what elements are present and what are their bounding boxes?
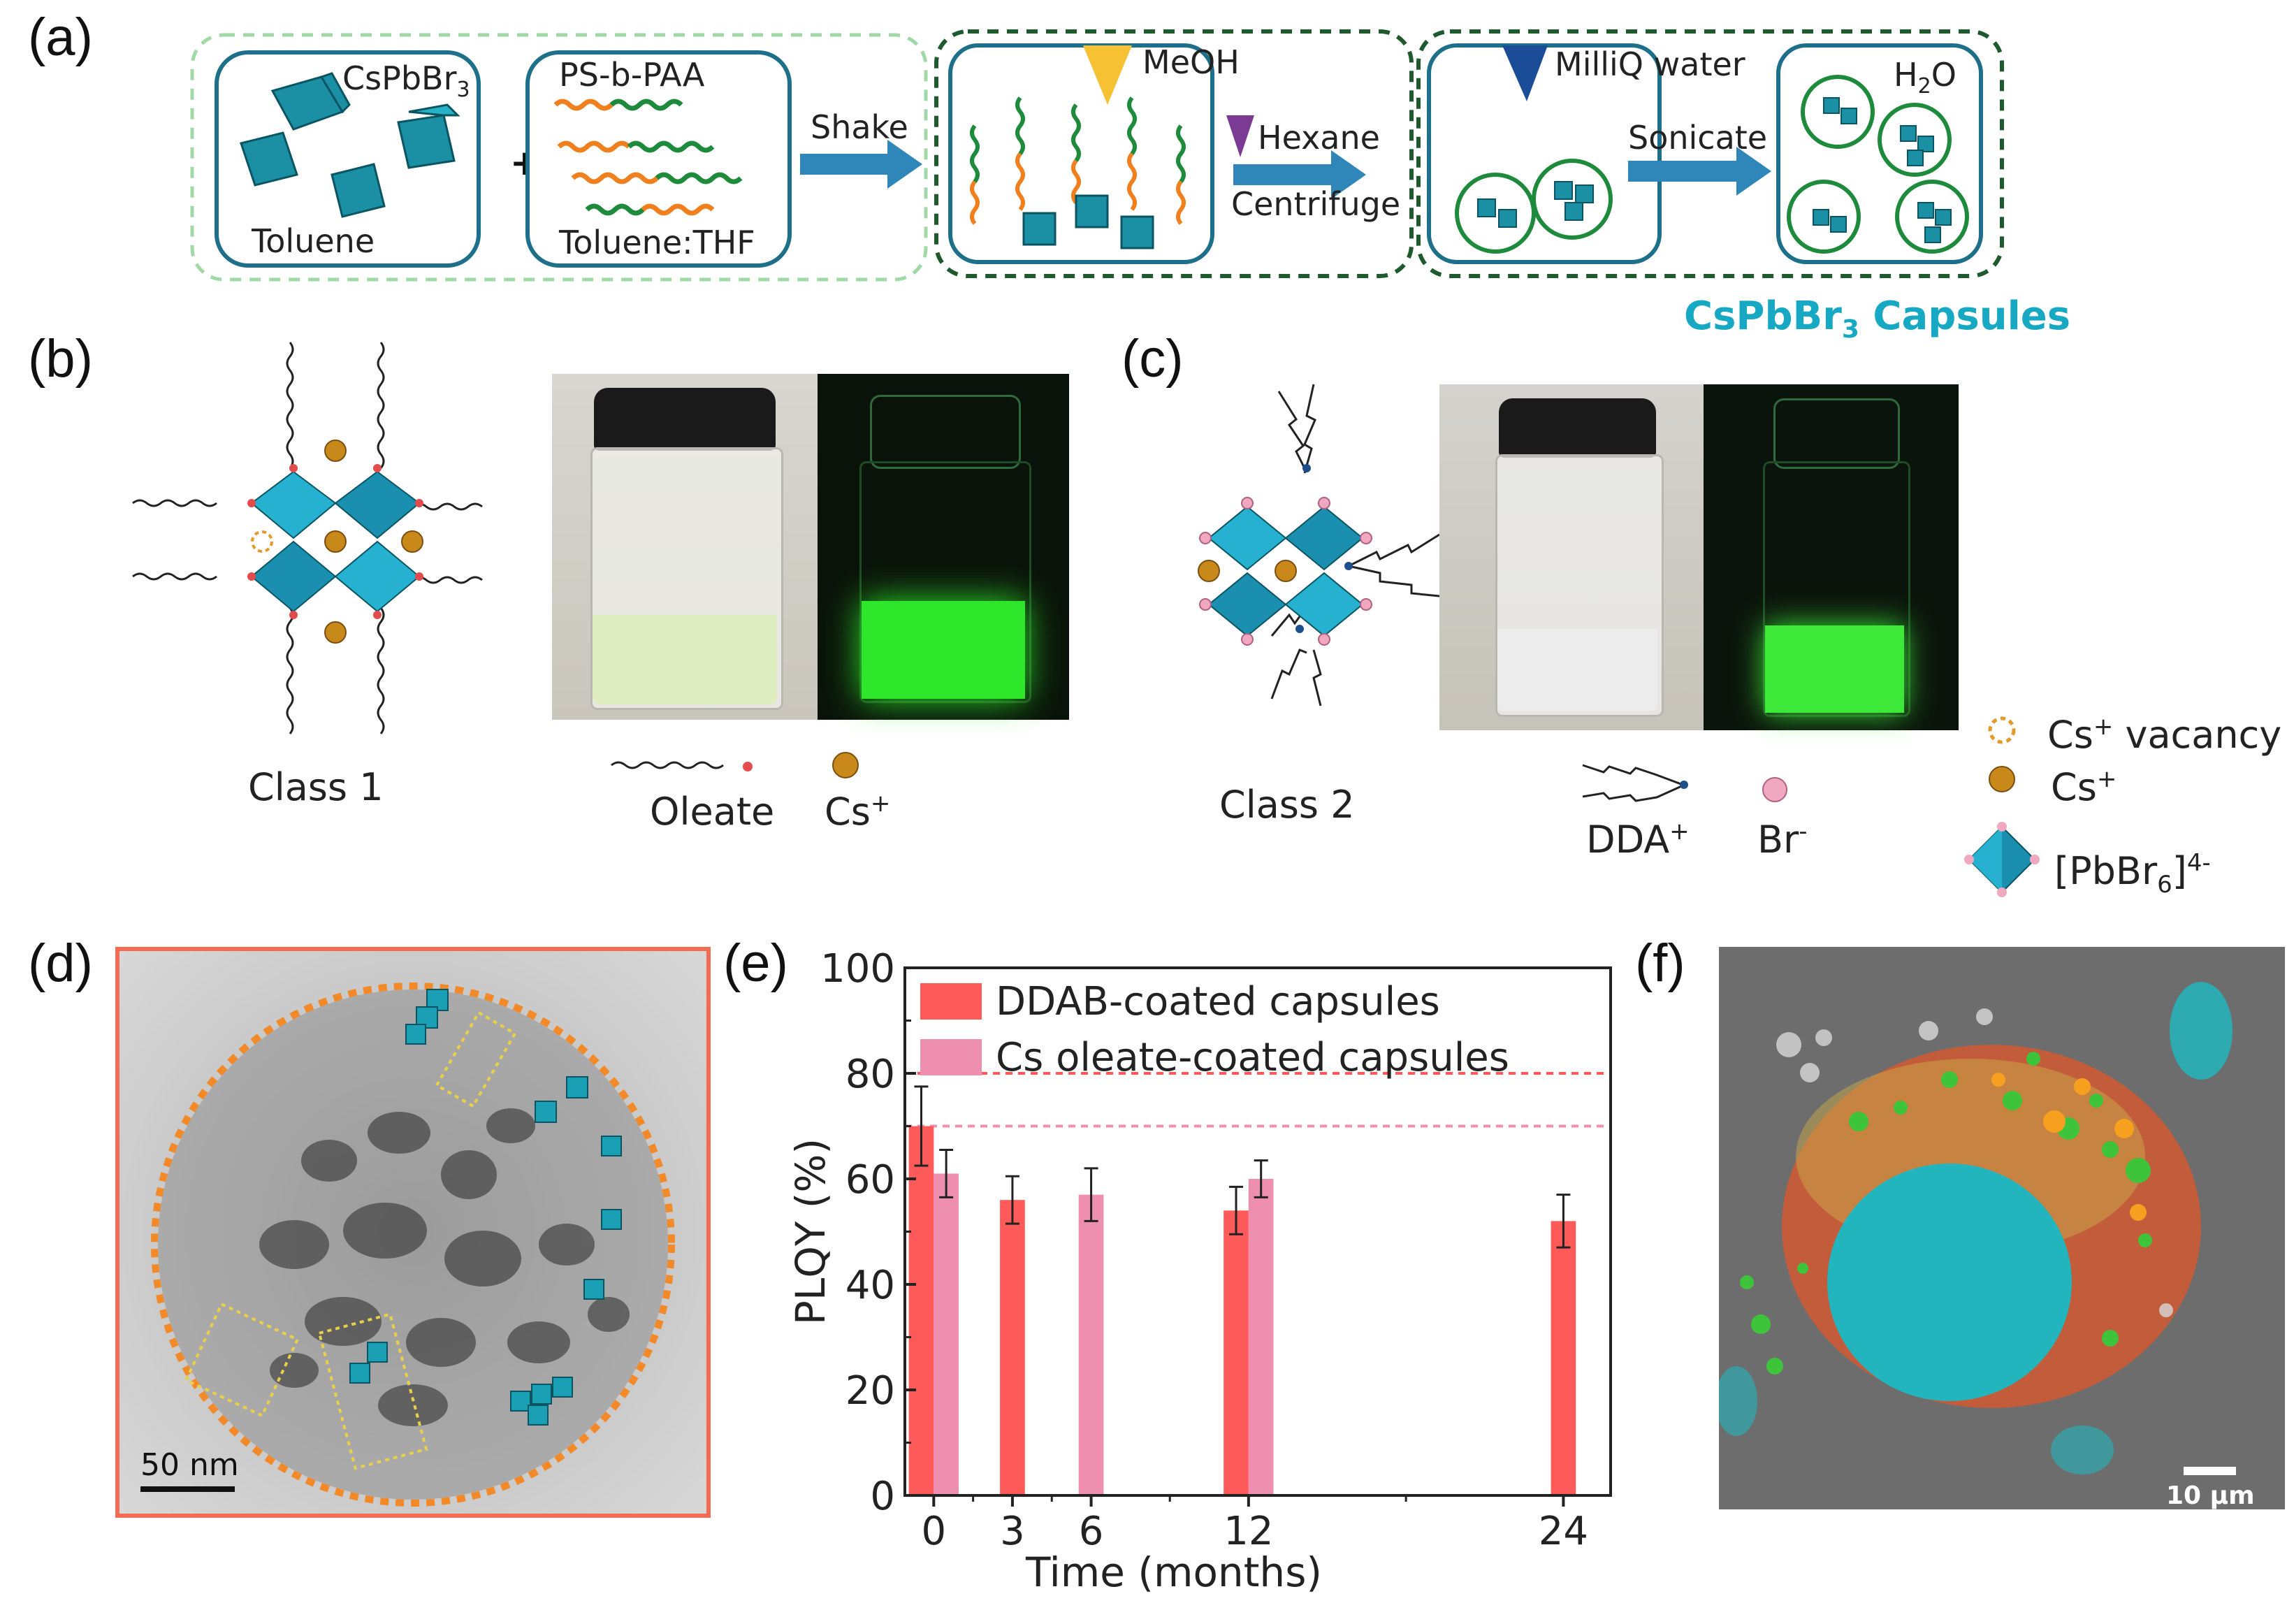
cspbbr3-label: CsPbBr3 [342, 59, 470, 103]
class2-vial-photo-uv [1704, 384, 1959, 730]
dda-legend-icon [1582, 764, 1688, 802]
stage-1-dashed-box [190, 33, 928, 282]
polymer-vial [525, 50, 792, 268]
panel-label-b: (b) [28, 329, 93, 389]
micro-scalebar-label: 10 μm [2166, 1481, 2255, 1509]
x-tick-label: 24 [1539, 1509, 1588, 1554]
centrifuge-arrow [1233, 150, 1366, 199]
vacancy-legend-icon [1988, 716, 2016, 744]
shake-label: Shake [811, 108, 908, 146]
ps-b-paa-label: PS-b-PAA [559, 56, 705, 94]
x-tick-label: 3 [1000, 1509, 1025, 1554]
pbbr6-octahedron-icon [1964, 822, 2040, 897]
legend-swatch [920, 1039, 982, 1075]
panel-label-a: (a) [28, 8, 93, 67]
dda-label: DDA+ [1586, 818, 1690, 862]
class1-vial-photo-uv [818, 374, 1069, 720]
x-tick-label: 6 [1079, 1509, 1104, 1554]
class2-vial-photo-daylight [1439, 384, 1704, 730]
hexane-label: Hexane [1258, 119, 1380, 157]
microscopy-image: 10 μm [1719, 947, 2285, 1509]
nanocube [397, 114, 456, 169]
stage-2-dashed-box [934, 29, 1414, 278]
toluene-label: Toluene [252, 222, 375, 260]
bar [1078, 1194, 1104, 1495]
class2-structure [1198, 384, 1447, 706]
meoh-drop-icon [1083, 45, 1132, 105]
vial-cap [1499, 398, 1656, 458]
class2-label: Class 2 [1219, 783, 1355, 827]
panel-label-f: (f) [1635, 934, 1685, 993]
vacancy-label: Cs+ vacancy [2047, 713, 2282, 757]
panel-label-c: (c) [1121, 329, 1184, 389]
legend-label: DDAB-coated capsules [996, 979, 1440, 1024]
meoh-vial [948, 43, 1214, 264]
vial-cap [594, 388, 776, 451]
bar [1248, 1179, 1274, 1495]
bar [1000, 1200, 1025, 1495]
oleate-label: Oleate [650, 790, 775, 834]
hexane-drop-icon [1226, 115, 1254, 157]
y-tick-label: 40 [845, 1263, 895, 1308]
y-tick-label: 20 [845, 1368, 895, 1414]
oleate-legend-icon [611, 761, 753, 771]
y-tick-label: 80 [845, 1052, 895, 1097]
class1-structure [132, 342, 483, 734]
x-axis-label: Time (months) [1025, 1549, 1322, 1596]
panel-label-d: (d) [28, 934, 93, 993]
stage-3-dashed-box [1416, 29, 2004, 278]
bar [934, 1173, 959, 1495]
h2o-label: H2O [1894, 56, 1956, 99]
sonicate-arrow [1628, 147, 1771, 196]
legend-swatch [920, 983, 982, 1020]
bar [1551, 1221, 1576, 1495]
tem-scalebar-label: 50 nm [140, 1447, 239, 1483]
x-tick-label: 12 [1224, 1509, 1273, 1554]
capsules-title: CsPbBr3 Capsules [1684, 293, 2071, 345]
water-drop-icon [1502, 45, 1548, 101]
class1-label: Class 1 [248, 765, 384, 809]
synthesis-scheme: + [190, 29, 2004, 282]
class1-vial-photo-daylight [552, 374, 818, 720]
cs-legend-icon-right [1989, 766, 2015, 792]
y-tick-label: 0 [870, 1474, 895, 1519]
br-legend-icon [1762, 777, 1787, 802]
cs-legend-label: Cs+ [825, 790, 891, 834]
meoh-label: MeOH [1142, 43, 1240, 81]
y-tick-label: 60 [845, 1157, 895, 1203]
tem-image: 50 nm [115, 947, 711, 1518]
nanocube [331, 163, 386, 218]
cs-legend-icon [832, 752, 859, 778]
sonicate-label: Sonicate [1628, 119, 1768, 157]
y-tick-label: 100 [820, 946, 895, 992]
shake-arrow [800, 140, 922, 189]
cs-label-right: Cs+ [2051, 765, 2117, 809]
br-label: Br- [1757, 818, 1808, 862]
pbbr6-label: [PbBr6]4- [2054, 849, 2211, 899]
centrifuge-label: Centrifuge [1231, 185, 1401, 223]
legend-label: Cs oleate-coated capsules [996, 1035, 1509, 1080]
nanocube [240, 131, 298, 187]
plqy-bar-chart: 0 20 40 60 80 100 0 3 6 12 24 Time (months) PLQY (%)… [787, 946, 1612, 1596]
bar [1224, 1210, 1249, 1495]
milliq-label: MilliQ water [1555, 45, 1745, 83]
bar [908, 1126, 934, 1495]
x-tick-label: 0 [921, 1509, 946, 1554]
toluene-thf-label: Toluene:THF [559, 224, 755, 261]
y-axis-label: PLQY (%) [787, 1138, 834, 1325]
panel-label-e: (e) [723, 934, 788, 993]
